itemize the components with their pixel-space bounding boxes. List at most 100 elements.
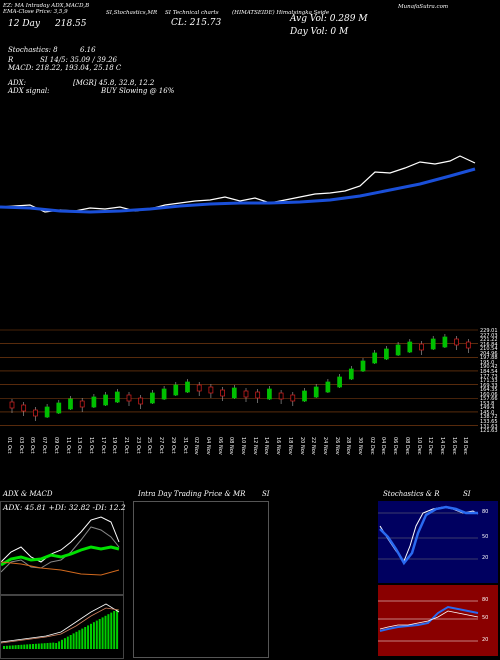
candle-body bbox=[138, 397, 144, 405]
candle-body bbox=[79, 400, 85, 408]
candle-body bbox=[360, 360, 366, 372]
macd-histogram-bar bbox=[72, 633, 75, 649]
candle-body bbox=[384, 348, 389, 360]
macd-histogram-bar bbox=[101, 617, 104, 649]
close-left: 218.55 bbox=[55, 19, 87, 29]
macd-text: MACD: 218.22, 193.04, 25.18 C bbox=[8, 64, 122, 72]
date-label: 27 Oct bbox=[158, 437, 165, 454]
price-label: 169.33 bbox=[480, 382, 498, 389]
candle-body bbox=[372, 352, 378, 364]
header-si-stoch: SI,Stochastics,MR bbox=[106, 10, 158, 16]
date-label: 25 Oct bbox=[146, 437, 153, 454]
price-label: 131.63 bbox=[480, 423, 498, 430]
macd-histogram-bar bbox=[3, 646, 5, 649]
candle-body bbox=[196, 384, 202, 392]
intraday-si: SI bbox=[262, 490, 270, 498]
header-ema: EMA-Close Price: 3,5,9 bbox=[3, 9, 68, 15]
date-label: 18 Nov bbox=[286, 437, 293, 455]
candle-body bbox=[103, 394, 108, 406]
date-label: 13 Oct bbox=[76, 437, 83, 454]
date-label: 06 Nov bbox=[216, 437, 223, 455]
si-tick-20: 20 bbox=[482, 637, 489, 643]
macd-histogram-bar bbox=[90, 623, 92, 649]
candle-body bbox=[68, 398, 73, 410]
stoch-slow-line bbox=[379, 505, 478, 566]
candle-body bbox=[220, 389, 225, 397]
macd-histogram-bar bbox=[58, 641, 61, 649]
di-plus-line bbox=[1, 516, 120, 563]
candle-body bbox=[313, 386, 319, 398]
date-label: 31 Oct bbox=[181, 437, 188, 454]
header-si-tech: SI Technical charts bbox=[165, 10, 219, 16]
macd-histogram-bar bbox=[49, 642, 52, 649]
macd-histogram-bar bbox=[52, 642, 55, 649]
close-price-line bbox=[0, 155, 476, 213]
candle-body bbox=[302, 390, 307, 402]
macd-histogram-bar bbox=[55, 643, 58, 649]
macd-histogram-bar bbox=[104, 615, 107, 649]
price-label: 177.73 bbox=[480, 373, 498, 380]
date-label: 11 Oct bbox=[64, 437, 71, 454]
date-label: 26 Nov bbox=[333, 437, 340, 455]
price-label: 171.33 bbox=[480, 378, 498, 385]
price-label: 121.63 bbox=[480, 428, 498, 435]
macd-histogram-bar bbox=[37, 643, 40, 649]
macd-histogram-bar bbox=[8, 645, 11, 649]
intraday-panel bbox=[133, 501, 269, 658]
macd-histogram-bar bbox=[23, 644, 26, 649]
stochastics-text: Stochastics: 8 bbox=[8, 46, 58, 54]
candle-body bbox=[407, 341, 413, 353]
date-label: 10 Dec bbox=[415, 437, 422, 455]
stoch-value: 6.16 bbox=[80, 46, 96, 54]
date-label: 06 Dec bbox=[392, 437, 399, 455]
adx-label: ADX: bbox=[8, 79, 27, 87]
candle-body bbox=[290, 394, 296, 402]
macd-histogram-bar bbox=[116, 609, 119, 649]
date-label: 08 Nov bbox=[228, 437, 235, 455]
stoch-panel-title: Stochastics & R bbox=[383, 490, 440, 498]
candle-body bbox=[395, 344, 401, 356]
price-label: 229.01 bbox=[480, 328, 498, 334]
candle-body bbox=[161, 388, 167, 400]
date-label: 16 Nov bbox=[275, 437, 282, 455]
macd-histogram-bar bbox=[29, 644, 32, 649]
intraday-panel-title: Intra Day Trading Price & MR bbox=[138, 490, 246, 498]
date-label: 15 Oct bbox=[87, 437, 94, 454]
adx-macd-panel: ADX: 45.81 +DI: 32.82 -DI: 12.2 bbox=[0, 501, 126, 659]
date-label: 18 Dec bbox=[462, 437, 469, 455]
si-tick-80: 80 bbox=[482, 597, 489, 603]
adx-panel-title: ADX & MACD bbox=[3, 490, 53, 498]
date-label: 12 Day bbox=[8, 19, 40, 29]
macd-histogram-bar bbox=[69, 635, 72, 649]
adx-orange-line bbox=[1, 561, 120, 576]
macd-histogram-bar bbox=[113, 611, 116, 649]
macd-histogram-bar bbox=[14, 645, 17, 649]
price-label: 145.0 bbox=[480, 409, 495, 416]
candle-body bbox=[419, 343, 424, 351]
adx-signal-label: ADX signal: bbox=[8, 87, 50, 95]
macd-histogram-bar bbox=[95, 620, 98, 649]
date-label: 19 Oct bbox=[111, 437, 118, 454]
candle-body bbox=[442, 336, 448, 348]
stoch-r: R bbox=[8, 56, 14, 64]
macd-histogram-bar bbox=[34, 643, 37, 649]
candle-body bbox=[173, 384, 179, 396]
avg-vol: Avg Vol: 0.289 M bbox=[290, 14, 368, 24]
candle-body bbox=[114, 391, 120, 403]
candle-body bbox=[243, 390, 249, 398]
macd-histogram-bar bbox=[40, 643, 43, 649]
date-label: 16 Dec bbox=[450, 437, 457, 455]
macd-histogram-bar bbox=[78, 630, 81, 649]
candle-body bbox=[126, 394, 132, 402]
date-label: 05 Oct bbox=[29, 437, 36, 454]
candle-body bbox=[337, 376, 342, 388]
macd-histogram-bar bbox=[66, 636, 69, 649]
candle-body bbox=[185, 381, 190, 393]
macd-histogram-bar bbox=[107, 614, 110, 649]
candle-body bbox=[150, 392, 155, 404]
candle-body bbox=[325, 381, 331, 393]
macd-histogram-bar bbox=[11, 645, 14, 649]
macd-histogram-bar bbox=[75, 631, 78, 649]
macd-histogram-bar bbox=[17, 645, 20, 649]
si-tick-50: 50 bbox=[482, 615, 489, 621]
